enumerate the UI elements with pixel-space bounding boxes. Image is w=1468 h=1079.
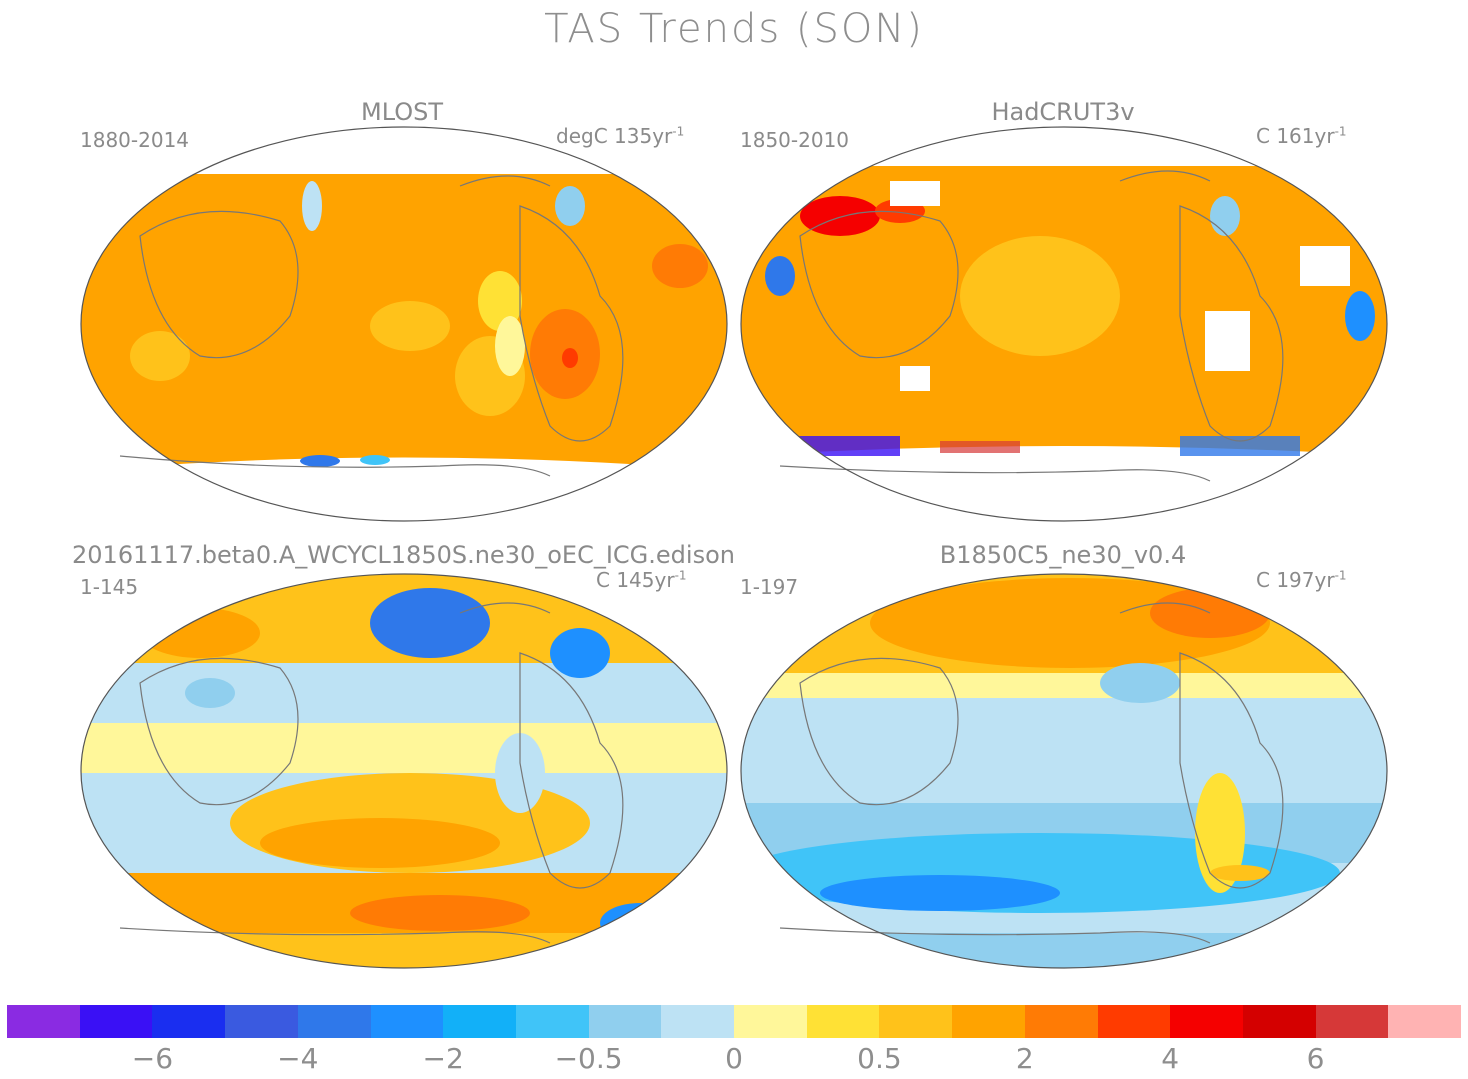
figure-title: TAS Trends (SON) (544, 6, 924, 52)
colorbar-swatch (1170, 1005, 1243, 1038)
colorbar-swatch (1024, 1005, 1098, 1038)
rate-label: C 161yr-1 (1256, 124, 1347, 148)
colorbar-tick-label: 2 (1015, 1042, 1034, 1075)
colorbar-swatch (588, 1005, 662, 1038)
period-label: 1-197 (740, 575, 799, 599)
panel-title-mlost: MLOST (360, 98, 443, 126)
map-hadcrut (740, 126, 1388, 522)
map-b1850 (740, 573, 1388, 969)
colorbar-swatch (1388, 1005, 1462, 1038)
colorbar-swatch (443, 1005, 516, 1038)
colorbar-tick-label: −0.5 (554, 1042, 623, 1075)
colorbar-swatch (225, 1005, 298, 1038)
panel-title-beta0: 20161117.beta0.A_WCYCL1850S.ne30_oEC_ICG… (72, 541, 735, 569)
colorbar-tick-label: 4 (1161, 1042, 1180, 1075)
colorbar-swatch (515, 1005, 589, 1038)
colorbar-tick-label: −2 (422, 1042, 464, 1075)
colorbar-swatch (1315, 1005, 1389, 1038)
panel-title-b1850: B1850C5_ne30_v0.4 (939, 541, 1187, 569)
colorbar-swatch (879, 1005, 953, 1038)
colorbar-tick-label: −4 (277, 1042, 319, 1075)
period-label: 1850-2010 (740, 128, 850, 152)
colorbar-swatch (1242, 1005, 1316, 1038)
colorbar-swatch (370, 1005, 444, 1038)
rate-label: C 145yr-1 (596, 568, 687, 592)
colorbar-tick-label: 0 (725, 1042, 743, 1075)
period-label: 1-145 (80, 575, 139, 599)
colorbar-tick-label: 6 (1306, 1042, 1325, 1075)
colorbar-swatch (952, 1005, 1025, 1038)
panel-title-hadcrut: HadCRUT3v (991, 98, 1135, 126)
period-label: 1880-2014 (80, 128, 190, 152)
colorbar-swatch (297, 1005, 371, 1038)
colorbar-swatch (734, 1005, 807, 1038)
colorbar (7, 1005, 1462, 1038)
rate-label: degC 135yr-1 (556, 124, 685, 148)
map-beta0 (80, 573, 728, 969)
colorbar-swatch (1097, 1005, 1171, 1038)
map-mlost (80, 126, 728, 522)
colorbar-swatch (79, 1005, 153, 1038)
rate-label: C 197yr-1 (1256, 568, 1347, 592)
colorbar-tick-label: −6 (131, 1042, 174, 1075)
colorbar-tick-label: 0.5 (857, 1042, 902, 1075)
colorbar-swatch (806, 1005, 880, 1038)
colorbar-swatch (7, 1005, 80, 1038)
colorbar-swatch (661, 1005, 735, 1038)
colorbar-swatch (152, 1005, 226, 1038)
